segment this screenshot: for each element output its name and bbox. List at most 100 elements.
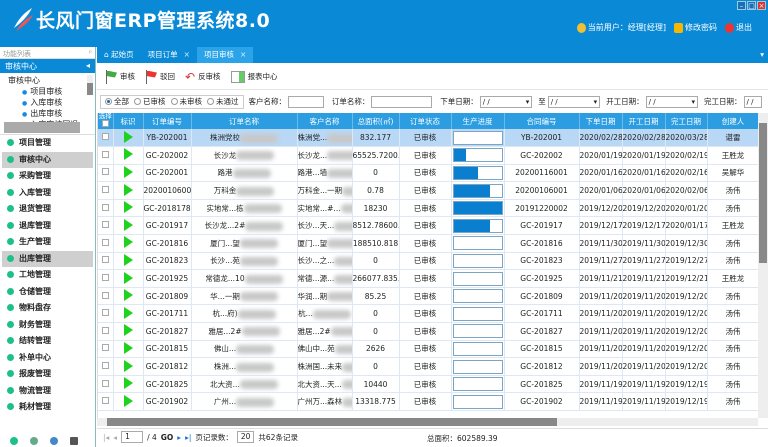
sidebar-item[interactable]: 退货管理 <box>2 201 93 218</box>
select-all-checkbox[interactable] <box>101 120 109 127</box>
column-header[interactable]: 下单日期 <box>579 113 623 129</box>
column-header[interactable]: 标识 <box>113 113 144 129</box>
column-header[interactable]: 订单状态 <box>399 113 452 129</box>
row-checkbox[interactable] <box>101 186 109 194</box>
collapse-icon[interactable]: ◂ <box>85 61 90 70</box>
tree-scrollbar[interactable] <box>87 75 93 95</box>
row-checkbox[interactable] <box>101 133 109 141</box>
report-center-button[interactable]: 报表中心 <box>230 70 278 83</box>
unapprove-button[interactable]: ↶ 反审核 <box>185 69 221 84</box>
table-row[interactable]: GC-201815 佛山... 佛山中...苑 2626 已审核 GC-201815 201… <box>98 340 758 359</box>
table-row[interactable]: GC-201823 长沙...苑 长沙...之... 0 已审核 GC-201823 201… <box>98 252 758 271</box>
grid-hscrollbar[interactable] <box>97 418 758 426</box>
row-checkbox[interactable] <box>101 256 109 264</box>
logout-link[interactable]: 退出 <box>725 22 752 33</box>
finish-date-input[interactable]: / / <box>743 95 763 108</box>
sidebar-item[interactable]: 物流管理 <box>2 383 93 400</box>
column-header[interactable]: 总面积(㎡) <box>352 113 400 129</box>
table-row[interactable]: GC-201816 厦门...望 厦门...望 188510.818 已审核 GC-201… <box>98 234 758 253</box>
column-header[interactable]: 订单名称 <box>191 113 298 129</box>
table-row[interactable]: GC-202001 路港 路港...墙 0 已审核 20200116001 2020/01/… <box>98 164 758 183</box>
column-header[interactable]: 客户名称 <box>297 113 353 129</box>
close-icon[interactable]: × <box>239 50 247 59</box>
sidebar-item[interactable]: 项目管理 <box>2 135 93 152</box>
table-row[interactable]: GC-202002长沙龙长沙龙...65525.7200...已审核GC-202… <box>98 146 758 165</box>
radio-all[interactable]: 全部 <box>105 96 129 107</box>
sidebar-item[interactable]: 财务管理 <box>2 317 93 334</box>
sidebar-item[interactable]: 物料盘存 <box>2 300 93 317</box>
sidebar-item[interactable]: 采购管理 <box>2 168 93 185</box>
order-date-to[interactable]: / / ▾ <box>547 95 601 108</box>
table-row[interactable]: GC-201711 杭...府) 杭... 0 已审核 GC-201711 2019/11/… <box>98 304 758 324</box>
tab-menu-icon[interactable]: ▾ <box>760 50 764 59</box>
table-row[interactable]: YB-202001 株洲党校 株洲党... 832.177 已审核 YB-202001 20… <box>98 129 758 148</box>
page-input[interactable]: 1 <box>121 431 144 443</box>
row-checkbox[interactable] <box>101 238 109 246</box>
change-password-link[interactable]: 修改密码 <box>674 22 717 33</box>
order-name-input[interactable] <box>371 95 433 108</box>
sidebar-item[interactable]: 审核中心 <box>2 151 93 168</box>
table-row[interactable]: GC-201812 株洲... 株洲国...未来 0 已审核 GC-201812 2019/… <box>98 357 758 376</box>
column-header[interactable]: 创建人 <box>707 113 758 129</box>
page-size-input[interactable]: 20 <box>236 431 255 443</box>
tree-root[interactable]: 审核中心 <box>8 76 40 85</box>
customer-input[interactable] <box>288 95 324 108</box>
reject-button[interactable]: 驳回 <box>145 69 175 84</box>
sidebar-item[interactable]: 仓储管理 <box>2 284 93 301</box>
first-page-button[interactable]: |◂ <box>103 432 110 442</box>
tree-hscrollbar[interactable] <box>4 122 80 133</box>
table-row[interactable]: GC-201917长沙龙...2#长沙...天...8512.78600...已… <box>98 216 758 236</box>
row-checkbox[interactable] <box>101 150 109 158</box>
pin-icon[interactable]: ᵖ <box>89 49 92 57</box>
table-row[interactable]: GC-201825 北大资... 北大资...天... 10440 已审核 GC-2018… <box>98 375 758 394</box>
table-row[interactable]: GC-201809 华...一期 华润...期 85.25 已审核 GC-201809 20… <box>98 287 758 306</box>
prev-page-button[interactable]: ◂ <box>113 432 118 442</box>
tree-item-inbound-audit[interactable]: 入库审核 <box>8 97 95 108</box>
radio-approved[interactable]: 已审核 <box>134 96 166 107</box>
sidebar-item[interactable]: 补单中心 <box>2 350 93 367</box>
sidebar-item[interactable]: 入库管理 <box>2 185 93 202</box>
column-header[interactable]: 开工日期 <box>622 113 666 129</box>
row-checkbox[interactable] <box>101 397 109 405</box>
column-header[interactable]: 合同编号 <box>504 113 580 129</box>
table-row[interactable]: GC-201827 雅居...2# 雅居...2# 0 已审核 GC-201827 2019… <box>98 322 758 341</box>
sidebar-item[interactable]: 工地管理 <box>2 267 93 284</box>
sidebar-item[interactable]: 报废管理 <box>2 366 93 383</box>
go-button[interactable]: GO <box>160 432 174 442</box>
tree-item-outbound-audit[interactable]: 出库审核 <box>8 108 95 119</box>
close-window-button[interactable]: × <box>757 1 766 10</box>
tab-project-orders[interactable]: 项目订单 × <box>147 50 190 59</box>
start-date-input[interactable]: / / ▾ <box>645 95 699 108</box>
row-checkbox[interactable] <box>101 326 109 334</box>
sidebar-panel-title[interactable]: 审核中心 ◂ <box>0 59 95 73</box>
order-date-from[interactable]: / / ▾ <box>479 95 533 108</box>
tree-item-project-audit[interactable]: 项目审核 <box>8 86 95 97</box>
radio-unapproved[interactable]: 未审核 <box>170 96 202 107</box>
row-checkbox[interactable] <box>101 362 109 370</box>
minimize-button[interactable]: – <box>737 1 746 10</box>
table-row[interactable]: 20200106001 万科金 万科金...一期 0.78 已审核 20200106001… <box>98 181 758 200</box>
maximize-button[interactable]: □ <box>747 1 756 10</box>
column-header[interactable]: 订单编号 <box>143 113 192 129</box>
cart-icon[interactable] <box>30 437 38 445</box>
column-header[interactable]: 生产进度 <box>451 113 505 129</box>
tab-project-audit[interactable]: 项目审核 × <box>196 47 254 63</box>
last-page-button[interactable]: ▸| <box>185 432 192 442</box>
row-checkbox[interactable] <box>101 274 109 282</box>
approve-button[interactable]: 审核 <box>105 69 135 84</box>
sidebar-item[interactable]: 结转管理 <box>2 333 93 350</box>
row-checkbox[interactable] <box>101 203 109 211</box>
grid-vscrollbar[interactable] <box>758 113 768 418</box>
print-icon[interactable] <box>70 437 78 445</box>
sidebar-item[interactable]: 退库管理 <box>2 218 93 235</box>
row-checkbox[interactable] <box>101 221 109 229</box>
table-row[interactable]: GC-2018178 实地常...栋 实地常...#... 18230 已审核 20191… <box>98 199 758 218</box>
table-row[interactable]: GC-201925常德龙...10常德...源...266077.835...已… <box>98 269 758 288</box>
row-checkbox[interactable] <box>101 379 109 387</box>
next-page-button[interactable]: ▸ <box>177 432 182 442</box>
column-header[interactable]: 选择 <box>98 113 114 129</box>
row-checkbox[interactable] <box>101 291 109 299</box>
sidebar-item[interactable]: 耗材管理 <box>2 399 93 416</box>
column-header[interactable]: 完工日期 <box>665 113 708 129</box>
refresh-icon[interactable] <box>50 437 58 445</box>
